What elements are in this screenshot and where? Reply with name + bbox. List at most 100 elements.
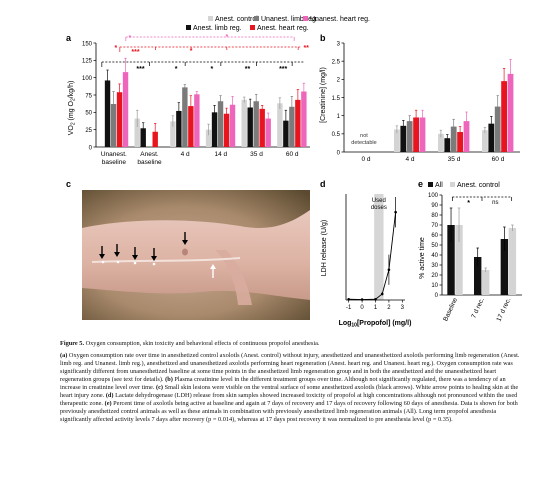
x-tick-label: 60 d xyxy=(286,151,299,158)
lesion-arrows xyxy=(99,232,216,278)
legend-label: Unanest. heart reg. xyxy=(310,16,370,23)
bar xyxy=(488,123,495,152)
panel-c-skin-lesion-photo: c xyxy=(66,179,310,320)
y-tick-label: 40 xyxy=(431,253,438,259)
x-tick-label: 14 d xyxy=(215,151,228,158)
bar xyxy=(188,106,194,147)
x-tick-label: 35 d xyxy=(250,151,263,158)
sig-marker-red: * xyxy=(114,45,117,52)
caption-title: Figure 5. Oxygen consumption, skin toxic… xyxy=(60,340,320,347)
bar xyxy=(295,99,301,147)
y-tick-label: 0.5 xyxy=(332,132,341,138)
legend-swatch xyxy=(303,16,308,21)
bar xyxy=(217,101,224,147)
panel-a-axes: 0255075100125150Unanest.baselineAnest.ba… xyxy=(82,41,310,166)
legend-label: Anest. heart reg. xyxy=(257,25,309,32)
y-tick-label: 2.5 xyxy=(332,59,341,65)
bar xyxy=(229,104,236,147)
x-tick-label: Baseline xyxy=(442,297,459,323)
y-tick-label: 60 xyxy=(431,233,438,239)
sig-marker-black: *** xyxy=(279,66,287,73)
bar xyxy=(110,104,117,147)
ldh-point xyxy=(360,298,364,301)
panel-e-y-axis-label: % active time xyxy=(419,237,426,279)
x-tick-label: 7 d rec. xyxy=(470,297,486,320)
black-arrow-icon xyxy=(99,246,105,259)
bar xyxy=(283,120,289,147)
legend-swatch xyxy=(428,182,433,187)
y-tick-label: 0 xyxy=(337,150,341,156)
bar xyxy=(116,92,123,147)
y-tick-label: 50 xyxy=(85,111,92,117)
bar xyxy=(501,81,507,152)
axolotl-photo xyxy=(82,190,310,320)
y-tick-label: 30 xyxy=(431,263,438,269)
x-tick-label: 35 d xyxy=(448,156,461,163)
bar xyxy=(211,112,218,147)
band-label-line2: doses xyxy=(371,205,387,211)
not-detectable-label-line1: not xyxy=(360,133,368,139)
x-tick-label: baseline xyxy=(102,159,127,166)
y-tick-label: 2 xyxy=(337,78,341,84)
sig-marker-black: *** xyxy=(136,66,144,73)
bar xyxy=(194,94,200,147)
y-tick-label: 125 xyxy=(82,59,93,65)
black-arrow-icon xyxy=(182,232,188,245)
panel-b-y-axis-label: [Creatinine] (mg/l) xyxy=(320,67,327,123)
panel-d-letter: d xyxy=(320,179,326,189)
bar xyxy=(289,106,295,147)
x-tick-label: 3 xyxy=(401,305,405,311)
panel-a-oxygen-consumption: a VO2 (mg O2/kg/h) 0 25 50 75 100 125 150 Unane… xyxy=(66,33,310,166)
bar xyxy=(301,91,307,147)
bar xyxy=(394,129,400,152)
bar xyxy=(400,125,407,152)
x-tick-label: 2 xyxy=(387,305,391,311)
x-tick-label: 17 d rec. xyxy=(495,297,512,323)
panel-d-y-axis-label: LDH release (U/g) xyxy=(321,220,328,276)
x-tick-label: 1 xyxy=(374,305,378,311)
y-tick-label: 50 xyxy=(431,243,438,249)
x-tick-label: baseline xyxy=(137,159,162,166)
bar xyxy=(104,80,111,147)
bar xyxy=(140,128,146,147)
caption-body: (a) Oxygen consumption rate over time in… xyxy=(60,352,520,424)
legend-swatch xyxy=(186,25,191,30)
bar xyxy=(482,270,490,295)
bar xyxy=(463,121,470,152)
black-arrow-icon xyxy=(151,248,157,261)
black-arrow-icon xyxy=(132,247,138,260)
sig-marker: * xyxy=(467,200,470,207)
x-tick-label: -1 xyxy=(346,305,352,311)
black-arrow-icon xyxy=(114,244,120,257)
x-tick-label: 0 d xyxy=(361,156,370,163)
sig-marker-red: * xyxy=(190,48,193,55)
y-tick-label: 10 xyxy=(431,283,438,289)
white-arrow-icon xyxy=(210,264,216,278)
bar xyxy=(176,110,182,147)
bar xyxy=(241,99,247,147)
panel-e-plot: 0 10 20 30 40 50 60 70 80 90 100 Baseline 7 d rec. 17… xyxy=(428,193,522,323)
bar xyxy=(508,228,517,295)
x-tick-label: 60 d xyxy=(492,156,505,163)
bar xyxy=(406,121,413,152)
panel-b-bars xyxy=(394,58,514,152)
legend-label: Anest. control xyxy=(457,182,500,189)
ldh-point xyxy=(347,297,350,301)
sig-marker-black: * xyxy=(175,66,178,73)
bar xyxy=(438,133,444,152)
panel-a-letter: a xyxy=(66,33,72,43)
panel-a-bars xyxy=(104,57,307,147)
panel-e-legend: All Anest. control xyxy=(428,182,500,189)
bar xyxy=(413,117,419,152)
panel-c-letter: c xyxy=(66,179,71,189)
bar xyxy=(455,225,463,295)
y-tick-label: 150 xyxy=(82,41,93,47)
bar xyxy=(277,103,283,147)
panel-b-letter: b xyxy=(320,33,326,43)
sig-marker-red: *** xyxy=(131,49,139,56)
bar xyxy=(223,113,230,147)
y-tick-label: 75 xyxy=(85,93,92,99)
panel-b-creatinine: b [Creatinine] (mg/l) 0 0.5 1 1.5 2 2.5 3 0 d 4 … xyxy=(320,33,520,163)
